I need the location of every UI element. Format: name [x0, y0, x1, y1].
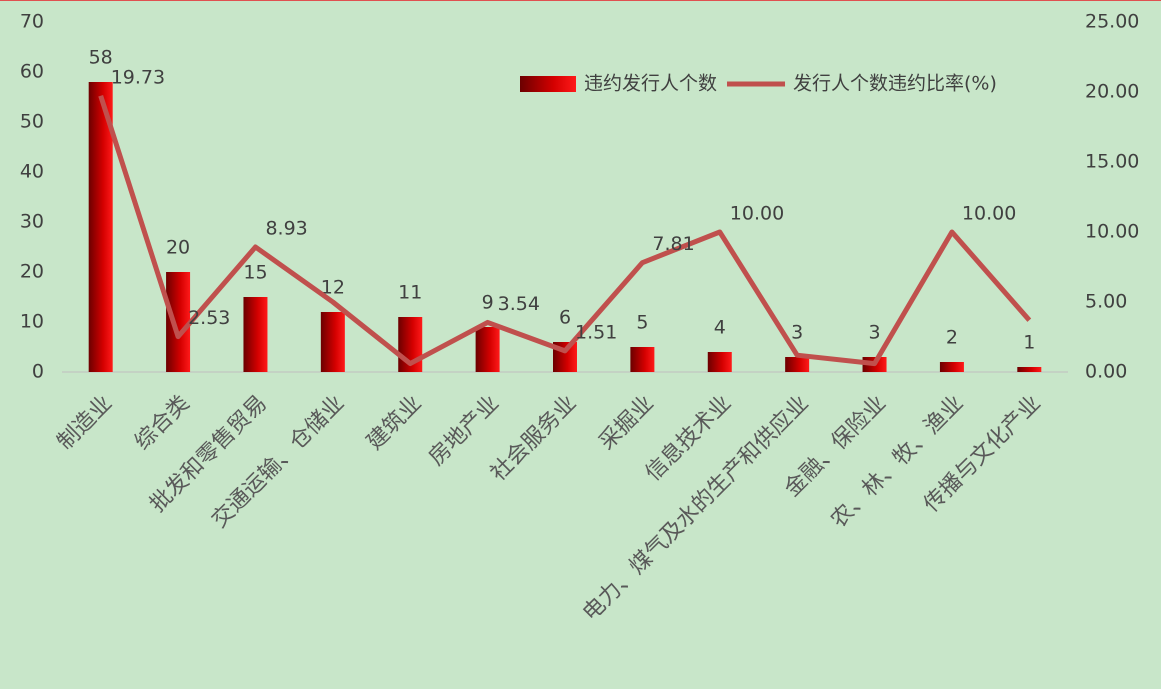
y-tick-label: 30 — [20, 211, 44, 233]
x-tick-label: 制造业 — [53, 391, 117, 455]
line-value-label: 10.00 — [730, 203, 784, 225]
y-tick-label: 20 — [20, 261, 44, 283]
x-tick-label: 综合类 — [130, 391, 194, 455]
y-tick-label: 70 — [20, 11, 44, 33]
bar — [88, 82, 113, 372]
bar-value-label: 1 — [1023, 332, 1035, 354]
y-tick-label: 60 — [20, 61, 44, 83]
y2-tick-label: 0.00 — [1085, 361, 1127, 383]
bar — [166, 272, 191, 372]
y2-tick-label: 15.00 — [1085, 151, 1139, 173]
bar-value-label: 3 — [791, 322, 803, 344]
bar — [1017, 367, 1042, 372]
y-tick-label: 0 — [32, 361, 44, 383]
y2-tick-label: 25.00 — [1085, 11, 1139, 33]
bar — [320, 312, 345, 372]
line-value-label: 7.81 — [652, 233, 694, 255]
x-tick-label: 采掘业 — [595, 391, 659, 455]
line-value-label: 3.54 — [498, 293, 540, 315]
line-value-label: 1.51 — [575, 321, 617, 343]
bar — [785, 357, 810, 372]
x-tick-label: 农、林、牧、渔业 — [826, 391, 968, 533]
x-tick-label: 建筑业 — [362, 391, 426, 455]
line-value-label: 2.53 — [188, 307, 230, 329]
legend-label: 违约发行人个数 — [584, 73, 717, 95]
bar — [939, 362, 964, 372]
y-tick-label: 10 — [20, 311, 44, 333]
bar-value-label: 4 — [714, 317, 726, 339]
bar-value-label: 9 — [482, 292, 494, 314]
bar-value-label: 6 — [559, 307, 571, 329]
bar-value-label: 11 — [398, 282, 422, 304]
line — [98, 95, 1032, 367]
line-value-label: 10.00 — [962, 203, 1016, 225]
bar — [707, 352, 732, 372]
line-value-label: 8.93 — [265, 217, 307, 239]
y-tick-label: 50 — [20, 111, 44, 133]
bar — [630, 347, 655, 372]
bar-value-label: 20 — [166, 237, 190, 259]
bar — [243, 297, 268, 372]
bar-value-label: 2 — [946, 327, 958, 349]
bar-value-label: 5 — [636, 312, 648, 334]
legend-label: 发行人个数违约比率(%) — [793, 73, 997, 95]
bar — [475, 327, 500, 372]
bar-value-label: 58 — [89, 47, 113, 69]
bar-value-label: 12 — [321, 277, 345, 299]
line-value-label: 19.73 — [111, 66, 165, 88]
y2-tick-label: 20.00 — [1085, 81, 1139, 103]
x-tick-label: 房地产业 — [424, 391, 504, 471]
bar-value-label: 15 — [243, 262, 267, 284]
y-tick-label: 40 — [20, 161, 44, 183]
y2-tick-label: 5.00 — [1085, 291, 1127, 313]
y2-tick-label: 10.00 — [1085, 221, 1139, 243]
x-tick-label: 交通运输、仓储业 — [207, 391, 349, 533]
legend-swatch — [520, 76, 576, 92]
bar-value-label: 3 — [868, 322, 880, 344]
